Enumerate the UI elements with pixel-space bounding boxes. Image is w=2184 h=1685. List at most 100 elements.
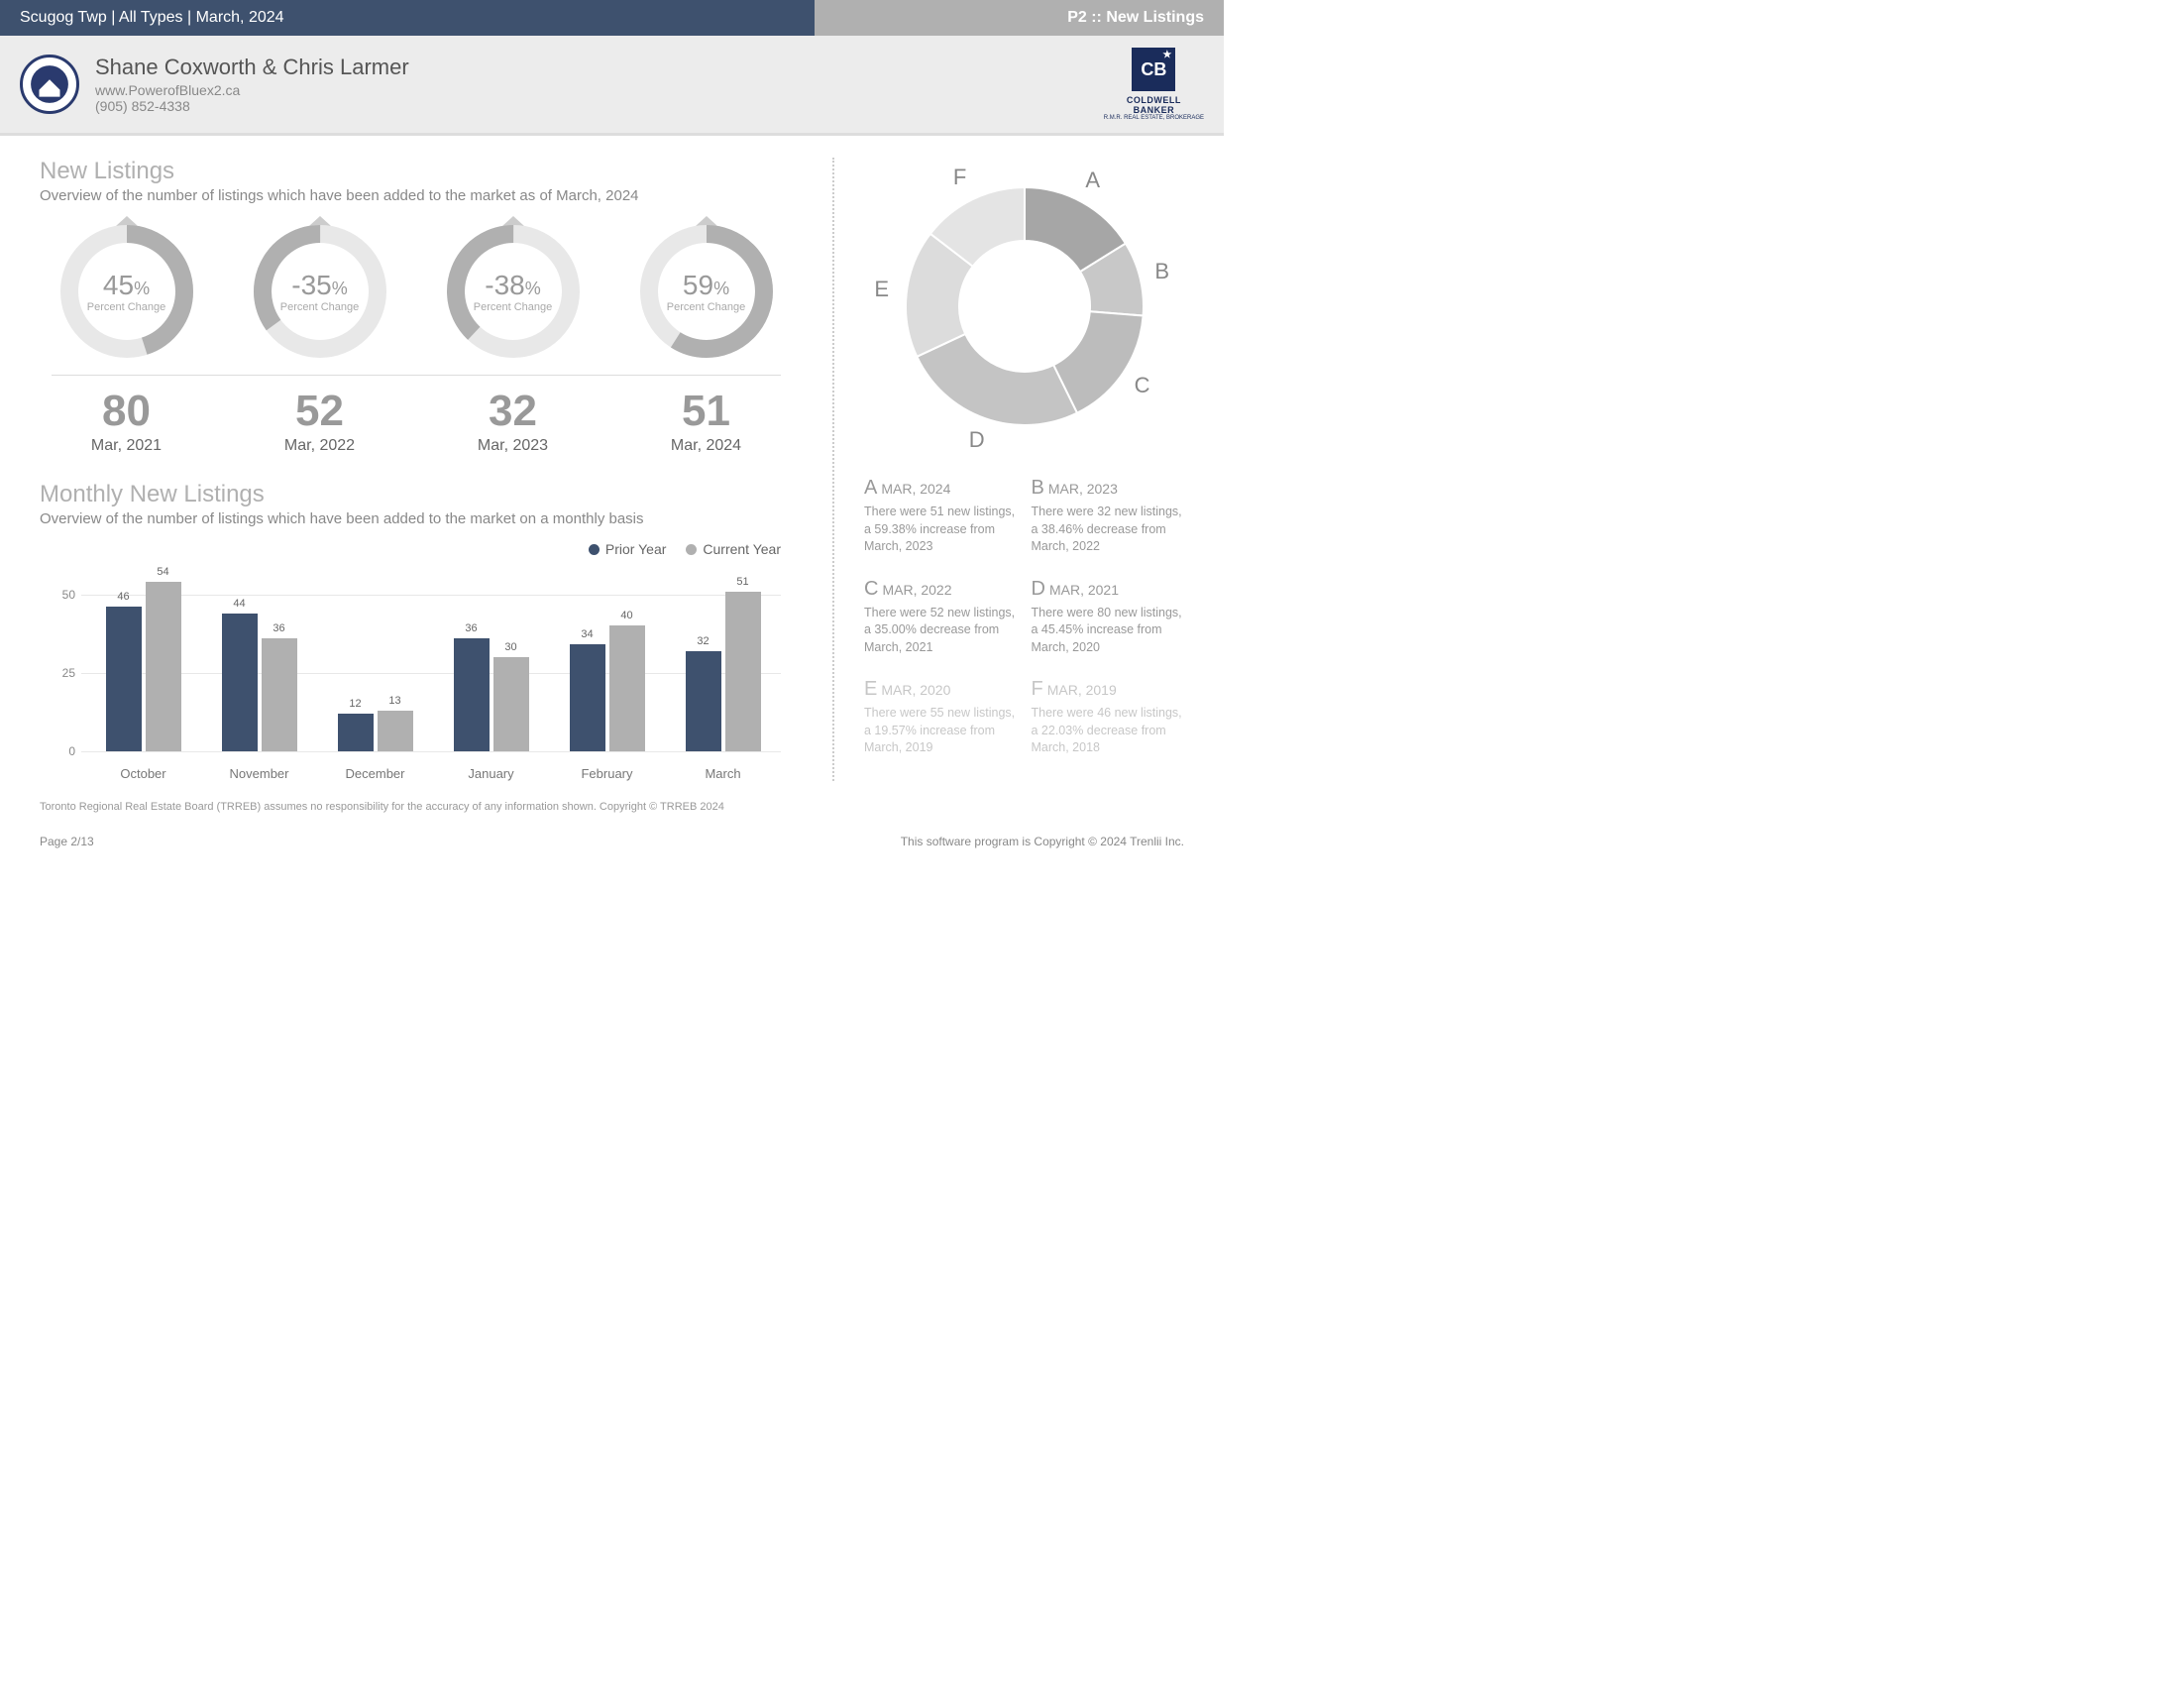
year-num: 52 — [243, 390, 396, 433]
donut-letter-D: D — [969, 427, 985, 453]
bar-current: 36 — [262, 638, 297, 751]
monthly-section: Monthly New Listings Overview of the num… — [40, 481, 793, 781]
y-tick-label: 25 — [52, 666, 75, 680]
bar-prior: 12 — [338, 714, 374, 751]
gauge-label: Percent Change — [474, 301, 553, 313]
gauge-3: 59% Percent Change — [629, 222, 783, 361]
gauge-1: -35% Percent Change — [243, 222, 396, 361]
disclaimer: Toronto Regional Real Estate Board (TRRE… — [40, 801, 1184, 813]
bar-prior: 34 — [570, 644, 605, 751]
agent-name: Shane Coxworth & Chris Larmer — [95, 55, 1104, 80]
month-group-0: 46 54 — [99, 582, 188, 751]
donut-letter-E: E — [874, 277, 889, 302]
agent-logo — [20, 55, 79, 114]
coldwell-banker-logo: CB★ COLDWELL BANKER R.M.R. REAL ESTATE, … — [1104, 48, 1204, 121]
legend-cell-B: BMAR, 2023 There were 32 new listings, a… — [1032, 477, 1185, 556]
bar-current: 51 — [725, 592, 761, 752]
donut-letter-A: A — [1085, 168, 1100, 193]
x-label: November — [215, 766, 304, 781]
donut-letter-F: F — [953, 165, 966, 190]
top-bar: Scugog Twp | All Types | March, 2024 P2 … — [0, 0, 1224, 36]
legend-head: AMAR, 2024 — [864, 477, 1018, 500]
legend-desc: There were 52 new listings, a 35.00% dec… — [864, 605, 1018, 657]
top-right-page: P2 :: New Listings — [815, 0, 1224, 36]
bar-current: 54 — [146, 582, 181, 751]
year-value-1: 52 Mar, 2022 — [243, 390, 396, 455]
bar-current: 40 — [609, 625, 645, 751]
gauge-label: Percent Change — [280, 301, 360, 313]
agent-bar: Shane Coxworth & Chris Larmer www.Powero… — [0, 36, 1224, 136]
x-label: October — [99, 766, 188, 781]
legend-current: Current Year — [686, 541, 781, 557]
legend-head: CMAR, 2022 — [864, 578, 1018, 601]
legend-prior: Prior Year — [589, 541, 666, 557]
year-value-2: 32 Mar, 2023 — [436, 390, 590, 455]
month-group-1: 44 36 — [215, 614, 304, 751]
year-num: 80 — [50, 390, 203, 433]
legend-desc: There were 32 new listings, a 38.46% dec… — [1032, 504, 1185, 556]
year-label: Mar, 2023 — [436, 437, 590, 455]
copyright: This software program is Copyright © 202… — [901, 835, 1184, 848]
legend-head: DMAR, 2021 — [1032, 578, 1185, 601]
section-title: New Listings — [40, 158, 793, 185]
month-group-5: 32 51 — [679, 592, 768, 752]
month-group-2: 12 13 — [331, 711, 420, 751]
bar-prior: 44 — [222, 614, 258, 751]
bar-current: 13 — [378, 711, 413, 751]
gauge-2: -38% Percent Change — [436, 222, 590, 361]
x-label: December — [331, 766, 420, 781]
legend-cell-A: AMAR, 2024 There were 51 new listings, a… — [864, 477, 1018, 556]
y-tick-label: 50 — [52, 588, 75, 602]
bar-current: 30 — [493, 657, 529, 751]
legend-head: EMAR, 2020 — [864, 678, 1018, 701]
bar-prior: 32 — [686, 651, 721, 751]
y-tick-label: 0 — [52, 744, 75, 758]
bar-chart: 0 25 50 46 54 44 36 12 13 36 30 34 40 32 5… — [52, 563, 781, 781]
agent-info: Shane Coxworth & Chris Larmer www.Powero… — [95, 55, 1104, 114]
legend-desc: There were 80 new listings, a 45.45% inc… — [1032, 605, 1185, 657]
page-number: Page 2/13 — [40, 835, 94, 848]
x-label: January — [447, 766, 536, 781]
month-group-4: 34 40 — [563, 625, 652, 751]
x-label: March — [679, 766, 768, 781]
donut-letter-C: C — [1135, 373, 1150, 398]
year-label: Mar, 2021 — [50, 437, 203, 455]
donut-legend-grid: AMAR, 2024 There were 51 new listings, a… — [864, 477, 1184, 757]
legend-desc: There were 55 new listings, a 19.57% inc… — [864, 705, 1018, 757]
year-label: Mar, 2022 — [243, 437, 396, 455]
legend-cell-E: EMAR, 2020 There were 55 new listings, a… — [864, 678, 1018, 757]
year-num: 51 — [629, 390, 783, 433]
agent-url: www.PowerofBluex2.ca — [95, 82, 1104, 98]
year-num: 32 — [436, 390, 590, 433]
year-value-0: 80 Mar, 2021 — [50, 390, 203, 455]
divider — [52, 375, 781, 376]
section-subtitle: Overview of the number of listings which… — [40, 187, 793, 204]
footer: Toronto Regional Real Estate Board (TRRE… — [0, 781, 1224, 862]
top-left-title: Scugog Twp | All Types | March, 2024 — [0, 0, 815, 36]
gauge-value: -38% — [485, 270, 540, 301]
monthly-title: Monthly New Listings — [40, 481, 793, 508]
x-label: February — [563, 766, 652, 781]
chart-legend: Prior Year Current Year — [52, 541, 781, 557]
legend-cell-C: CMAR, 2022 There were 52 new listings, a… — [864, 578, 1018, 657]
bar-prior: 46 — [106, 607, 142, 751]
legend-head: BMAR, 2023 — [1032, 477, 1185, 500]
gauge-label: Percent Change — [667, 301, 746, 313]
legend-cell-D: DMAR, 2021 There were 80 new listings, a… — [1032, 578, 1185, 657]
gauge-value: 59% — [683, 270, 729, 301]
gauge-0: 45% Percent Change — [50, 222, 203, 361]
gauge-value: -35% — [291, 270, 347, 301]
monthly-subtitle: Overview of the number of listings which… — [40, 510, 793, 527]
donut-chart: A B C D E F — [866, 158, 1183, 455]
year-label: Mar, 2024 — [629, 437, 783, 455]
gauges-row: 45% Percent Change -35% Percent Change — [40, 222, 793, 361]
legend-cell-F: FMAR, 2019 There were 46 new listings, a… — [1032, 678, 1185, 757]
month-group-3: 36 30 — [447, 638, 536, 751]
legend-desc: There were 46 new listings, a 22.03% dec… — [1032, 705, 1185, 757]
legend-head: FMAR, 2019 — [1032, 678, 1185, 701]
legend-desc: There were 51 new listings, a 59.38% inc… — [864, 504, 1018, 556]
donut-letter-B: B — [1154, 259, 1169, 284]
bar-prior: 36 — [454, 638, 490, 751]
year-values-row: 80 Mar, 2021 52 Mar, 2022 32 Mar, 2023 5… — [40, 390, 793, 455]
gauge-value: 45% — [103, 270, 150, 301]
